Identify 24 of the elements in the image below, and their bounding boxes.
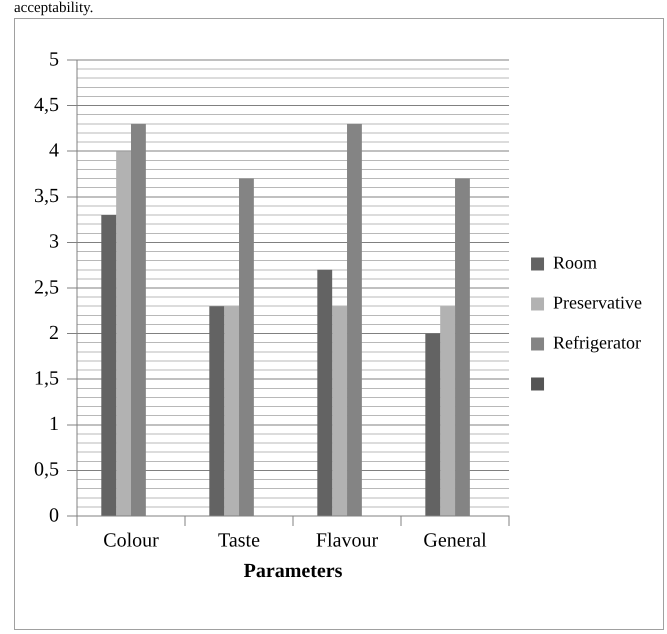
text: acceptability. <box>14 0 94 16</box>
x-tick-label: General <box>423 529 488 552</box>
bar <box>317 270 332 516</box>
legend-label: Preservative <box>553 292 642 313</box>
legend-label: Refrigerator <box>553 332 641 353</box>
y-tick-label: 4,5 <box>34 94 59 116</box>
y-tick-label: 1,5 <box>34 367 59 390</box>
x-tick-label: Flavour <box>316 529 378 552</box>
y-tick-label: 5 <box>49 48 59 70</box>
y-tick-label: 2,5 <box>34 276 59 298</box>
y-tick-label: 4 <box>49 139 59 162</box>
x-axis-title: Parameters <box>244 560 343 582</box>
y-tick-label: 2 <box>49 322 59 344</box>
y-tick-label: 0,5 <box>34 458 59 481</box>
y-tick-label: 0 <box>49 504 59 526</box>
x-tick-label: Taste <box>218 529 260 552</box>
x-tick-label: Colour <box>103 529 160 552</box>
legend-label: Room <box>553 252 598 273</box>
bar <box>425 334 440 516</box>
y-tick-label: 1 <box>49 413 59 436</box>
y-tick-label: 3 <box>49 230 59 253</box>
bar <box>209 306 224 516</box>
y-tick-label: 3,5 <box>34 185 59 208</box>
bar <box>101 215 116 516</box>
